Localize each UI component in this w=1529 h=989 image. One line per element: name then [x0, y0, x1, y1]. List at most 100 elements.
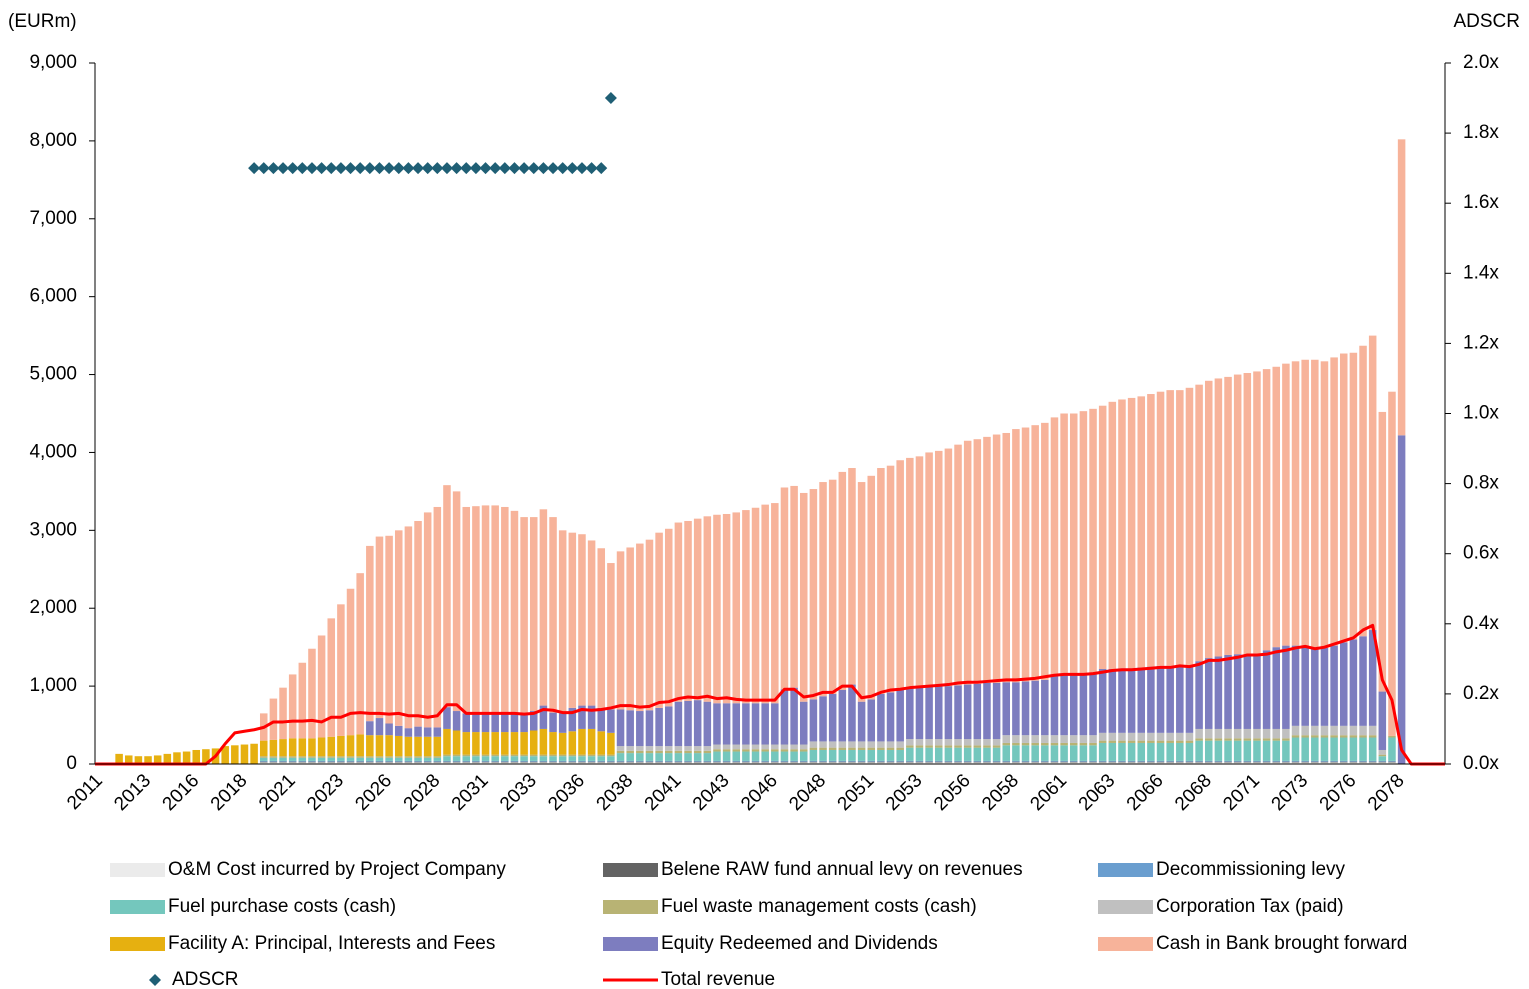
bar-segment — [886, 749, 895, 761]
bar-segment — [809, 489, 818, 700]
bar-segment — [327, 756, 336, 758]
bar-segment — [722, 703, 731, 745]
bar-segment — [992, 739, 1001, 746]
bar-segment — [346, 735, 355, 757]
bar-segment — [568, 731, 577, 755]
bar-segment — [954, 762, 962, 764]
bar-segment — [616, 551, 625, 710]
bar-segment — [655, 707, 663, 747]
bar-segment — [906, 457, 914, 689]
bar-segment — [1339, 735, 1348, 738]
bar-segment — [452, 760, 461, 762]
bar-segment — [529, 761, 538, 763]
bar-segment — [1069, 762, 1078, 764]
x-tick-label: 2013 — [110, 770, 155, 815]
bar-segment — [1253, 760, 1261, 762]
bar-segment — [529, 756, 538, 761]
bar-segment — [925, 452, 933, 687]
bar-segment — [443, 756, 451, 761]
bar-segment — [751, 749, 760, 752]
scatter-point — [527, 162, 540, 175]
bar-segment — [298, 760, 307, 762]
bar-segment — [558, 732, 567, 755]
bar-segment — [1243, 654, 1252, 729]
bar-segment — [1243, 760, 1252, 762]
bar-segment — [877, 761, 885, 763]
scatter-point — [277, 162, 290, 175]
bar-segment — [1195, 740, 1203, 761]
bar-segment — [799, 701, 808, 745]
bar-segment — [867, 741, 876, 748]
bar-segment — [877, 749, 885, 761]
bar-segment — [674, 701, 683, 747]
bar-segment — [780, 760, 789, 762]
legend-item: Total revenue — [603, 969, 775, 989]
bar-segment — [983, 762, 991, 764]
bar-segment — [1224, 761, 1232, 763]
bar-segment — [1127, 762, 1136, 764]
bar-segment — [1069, 760, 1078, 762]
bar-segment — [433, 506, 442, 728]
bar-segment — [385, 723, 393, 736]
bar-segment — [578, 760, 586, 762]
bar-segment — [462, 760, 471, 762]
bar-segment — [1118, 760, 1126, 762]
bar-segment — [934, 450, 943, 687]
bar-segment — [828, 693, 837, 742]
scatter-point — [421, 162, 434, 175]
bar-segment — [906, 761, 914, 763]
bar-segment — [703, 750, 712, 754]
bar-segment — [742, 762, 750, 764]
bar-segment — [221, 746, 229, 764]
bar-segment — [1349, 760, 1358, 762]
bar-segment — [616, 760, 625, 762]
scatter-point — [383, 162, 396, 175]
bar-segment — [587, 540, 596, 706]
bar-segment — [481, 761, 490, 763]
legend-label: O&M Cost incurred by Project Company — [168, 859, 506, 880]
bar-segment — [529, 760, 538, 762]
bar-segment — [568, 760, 577, 762]
bar-segment — [751, 703, 760, 745]
bar-segment — [848, 468, 856, 685]
bar-segment — [298, 756, 307, 758]
bar-segment — [1368, 630, 1377, 726]
legend-label: Fuel purchase costs (cash) — [168, 896, 396, 917]
y2-tick-label: 1.8x — [1463, 122, 1499, 143]
bar-segment — [366, 545, 374, 722]
bar-segment — [645, 762, 654, 764]
bar-segment — [742, 761, 750, 763]
bar-segment — [848, 749, 856, 761]
bar-segment — [472, 754, 480, 757]
bar-segment — [317, 635, 326, 738]
bar-segment — [915, 745, 924, 748]
bar-segment — [1098, 762, 1107, 764]
bar-segment — [1176, 760, 1184, 762]
x-tick-label: 2011 — [63, 770, 107, 814]
bar-segment — [934, 760, 943, 762]
bar-segment — [1002, 760, 1011, 762]
bar-segment — [742, 744, 750, 750]
bar-segment — [1079, 735, 1088, 743]
bar-segment — [674, 762, 683, 764]
bar-segment — [308, 757, 316, 761]
bar-segment — [1185, 666, 1194, 733]
bar-segment — [587, 728, 596, 755]
bar-segment — [1108, 760, 1117, 762]
bar-segment — [664, 528, 673, 707]
bar-segment — [1137, 740, 1146, 743]
bar-segment — [848, 760, 856, 762]
scatter-point — [547, 162, 560, 175]
bar-segment — [1301, 760, 1309, 762]
bar-segment — [1147, 742, 1155, 761]
bar-segment — [963, 684, 972, 740]
bar-segment — [1349, 725, 1358, 736]
bar-segment — [742, 749, 750, 752]
bar-segment — [1378, 749, 1387, 755]
bar-segment — [1272, 740, 1281, 761]
bar-segment — [346, 756, 355, 758]
bar-segment — [587, 760, 596, 762]
x-tick-label: 2048 — [785, 770, 830, 815]
bar-segment — [1108, 762, 1117, 764]
legend-swatch — [603, 937, 658, 951]
